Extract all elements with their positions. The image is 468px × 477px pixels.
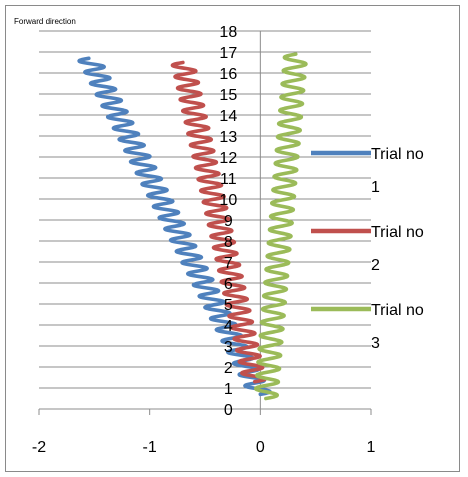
legend-label: Trial no — [371, 146, 424, 163]
y-tick-label: 17 — [219, 45, 237, 62]
x-tick-label: 0 — [256, 439, 265, 456]
y-tick-label: 5 — [224, 297, 233, 314]
y-tick-label: 10 — [219, 192, 237, 209]
y-tick-label: 15 — [219, 87, 237, 104]
y-tick-label: 0 — [224, 402, 233, 419]
y-tick-label: 13 — [219, 129, 237, 146]
legend-label: Trial no — [371, 302, 424, 319]
y-tick-label: 1 — [224, 381, 233, 398]
legend-label-line2: 2 — [371, 257, 380, 274]
x-tick-label: -2 — [32, 439, 46, 456]
series-group — [77, 52, 308, 401]
axes — [38, 30, 372, 415]
legend: Trial no 1 Trial no 2 Trial no 3 — [311, 146, 424, 352]
y-tick-label: 3 — [224, 339, 233, 356]
x-tick-labels: -2 -1 0 1 — [32, 439, 376, 456]
y-tick-label: 7 — [224, 255, 233, 272]
chart-frame: Forward direction 0 1 2 3 4 5 6 7 8 9 10 11 12 13 14 15… — [5, 5, 460, 472]
series-line — [170, 60, 268, 384]
y-tick-label: 6 — [224, 276, 233, 293]
y-tick-label: 8 — [224, 234, 233, 251]
legend-label-line2: 1 — [371, 179, 380, 196]
y-tick-label: 9 — [224, 213, 233, 230]
y-tick-label: 2 — [224, 360, 233, 377]
y-tick-label: 4 — [224, 318, 233, 335]
y-tick-label: 11 — [220, 171, 237, 188]
y-tick-label: 16 — [219, 66, 237, 83]
series-line — [77, 56, 272, 397]
y-tick-label: 12 — [219, 150, 237, 167]
y-tick-label: 14 — [219, 108, 237, 125]
legend-label-line2: 3 — [371, 335, 380, 352]
legend-label: Trial no — [371, 224, 424, 241]
gridlines — [39, 30, 371, 389]
corner-label: Forward direction — [14, 17, 76, 26]
x-tick-label: -1 — [143, 439, 157, 456]
series-line — [253, 52, 308, 401]
x-tick-label: 1 — [367, 439, 376, 456]
y-tick-label: 18 — [219, 24, 237, 41]
